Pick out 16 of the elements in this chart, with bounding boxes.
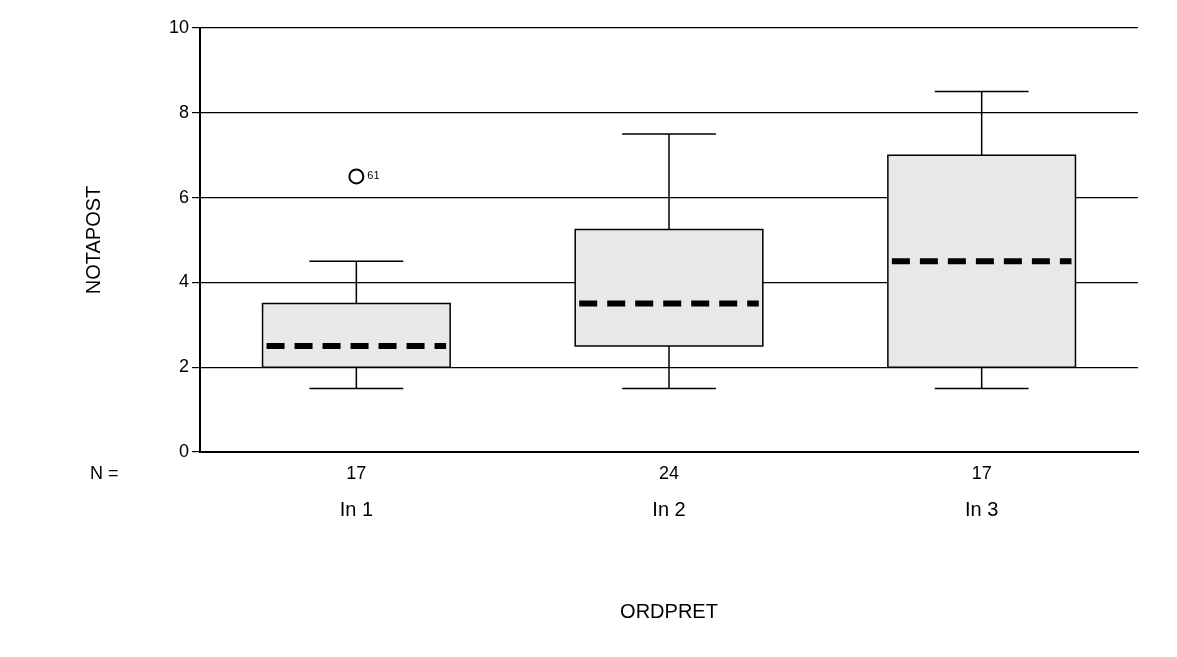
y-axis-title: NOTAPOST [81,185,104,295]
x-tick-label: In 2 [652,497,686,520]
y-tick-label: 0 [179,440,190,461]
annotation: 61 [367,169,380,182]
text: 24 [659,462,680,483]
x-axis-title: ORDPRET [620,599,718,622]
x-tick-label: In 3 [964,497,999,520]
y-tick-label: 4 [179,271,190,292]
y-tick-label: 8 [179,101,190,122]
text: N = [90,462,119,483]
x-tick-label: In 1 [339,497,374,520]
y-tick-label: 10 [168,16,190,37]
y-tick-label: 6 [179,186,190,207]
y-tick-label: 2 [179,356,190,377]
text: 17 [346,462,367,483]
text: 17 [971,462,992,483]
